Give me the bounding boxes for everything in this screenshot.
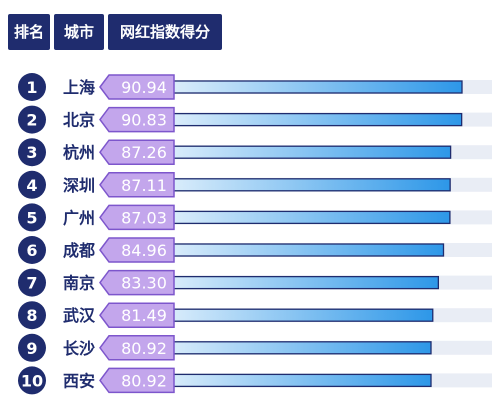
value-tag <box>99 172 175 198</box>
rank-label: 5 <box>26 208 37 227</box>
value-label: 87.11 <box>121 176 167 195</box>
value-tag <box>99 335 175 361</box>
value-label: 87.26 <box>121 143 167 162</box>
rank-badge <box>18 236 46 264</box>
city-label: 西安 <box>63 371 95 390</box>
chart-row: 7 南京 83.30 <box>18 268 492 297</box>
value-label: 84.96 <box>121 241 167 260</box>
chart-row: 5 广州 87.03 <box>18 203 492 232</box>
value-tag <box>99 106 175 133</box>
chart-row: 6 成都 84.96 <box>18 236 492 264</box>
rank-label: 3 <box>26 143 37 162</box>
value-tag <box>99 302 175 328</box>
value-label: 87.03 <box>121 208 167 227</box>
chart-row: 4 深圳 87.11 <box>18 170 492 199</box>
chart-row: 2 北京 90.83 <box>18 105 492 134</box>
value-tag <box>99 139 175 165</box>
rank-label: 8 <box>26 306 37 325</box>
rank-badge <box>18 366 46 395</box>
city-label: 北京 <box>63 111 95 130</box>
city-label: 广州 <box>63 208 95 227</box>
rank-badge <box>18 203 46 232</box>
table-header: 排名 城市 网红指数得分 <box>8 14 222 50</box>
value-label: 90.94 <box>121 78 167 97</box>
value-label: 81.49 <box>121 306 167 325</box>
rank-label: 10 <box>21 371 43 390</box>
value-label: 80.92 <box>121 339 167 358</box>
rank-header: 排名 <box>8 14 50 50</box>
rank-label: 4 <box>26 176 37 195</box>
chart-row: 10 西安 80.92 <box>18 366 492 395</box>
value-label: 90.83 <box>121 111 167 130</box>
value-tag <box>99 269 175 296</box>
city-label: 杭州 <box>63 143 95 162</box>
rank-label: 9 <box>26 339 37 358</box>
city-label: 长沙 <box>63 339 95 358</box>
rank-badge <box>18 138 46 167</box>
rank-label: 1 <box>26 78 37 97</box>
rank-label: 6 <box>26 241 37 260</box>
rank-badge <box>18 333 46 362</box>
city-label: 武汉 <box>63 306 96 325</box>
chart-row: 9 长沙 80.92 <box>18 333 492 362</box>
city-label: 深圳 <box>63 176 95 195</box>
value-tag <box>99 204 175 231</box>
chart-row: 1 上海 90.94 <box>18 73 492 101</box>
rank-badge <box>18 73 46 101</box>
value-tag <box>99 237 175 263</box>
rank-badge <box>18 170 46 199</box>
value-label: 80.92 <box>121 371 167 390</box>
rank-label: 2 <box>26 111 37 130</box>
city-header: 城市 <box>54 14 104 50</box>
city-label: 上海 <box>63 78 95 97</box>
rank-badge <box>18 105 46 134</box>
value-tag <box>99 74 175 100</box>
rank-badge <box>18 268 46 297</box>
chart-row: 3 杭州 87.26 <box>18 138 492 167</box>
rank-badge <box>18 301 46 330</box>
value-label: 83.30 <box>121 274 167 293</box>
score-header: 网红指数得分 <box>108 14 222 50</box>
rank-label: 7 <box>26 274 37 293</box>
value-tag <box>99 367 175 394</box>
city-label: 成都 <box>63 241 95 260</box>
chart-row: 8 武汉 81.49 <box>18 301 492 330</box>
city-label: 南京 <box>63 274 95 293</box>
